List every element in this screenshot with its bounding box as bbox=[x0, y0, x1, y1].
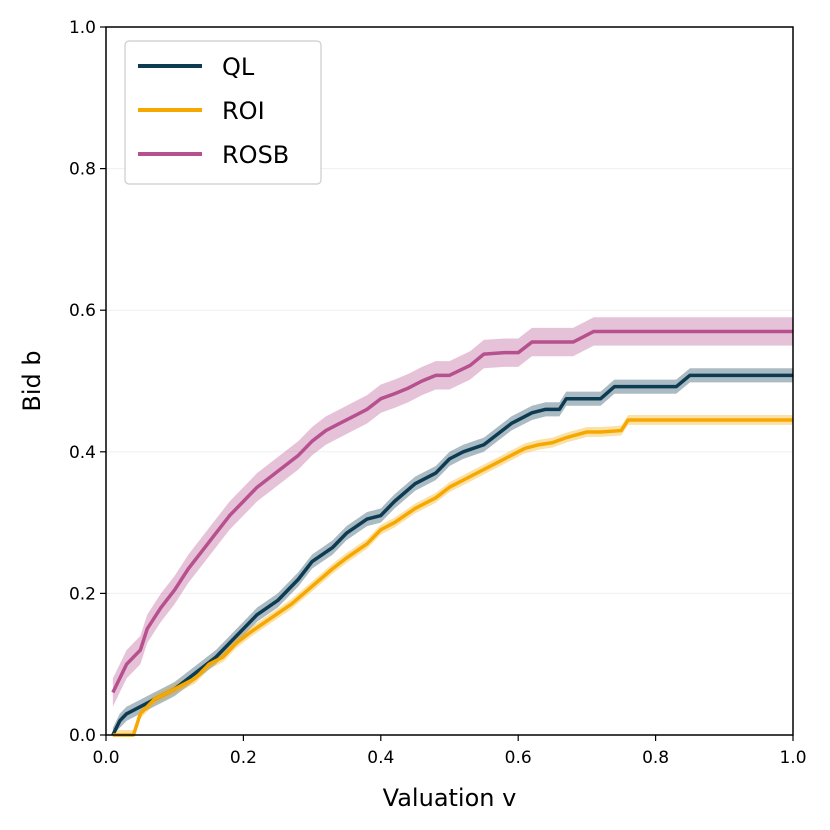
y-tick-label: 0.8 bbox=[69, 160, 96, 180]
x-tick-label: 0.0 bbox=[92, 748, 119, 768]
legend-label-rosb: ROSB bbox=[222, 141, 289, 169]
x-axis-ticks: 0.0 0.2 0.4 0.6 0.8 1.0 bbox=[92, 735, 807, 768]
x-tick-label: 0.4 bbox=[367, 748, 394, 768]
legend-frame bbox=[124, 40, 322, 185]
y-tick-label: 0.2 bbox=[69, 584, 96, 604]
y-tick-label: 1.0 bbox=[69, 18, 96, 38]
series-line-ql bbox=[111, 373, 793, 736]
series-lines bbox=[111, 329, 793, 737]
legend-label-ql: QL bbox=[222, 53, 255, 81]
y-tick-label: 0.4 bbox=[69, 443, 96, 463]
legend: QL ROI ROSB bbox=[124, 40, 322, 185]
legend-label-roi: ROI bbox=[222, 97, 265, 125]
plot-area-frame bbox=[105, 26, 794, 736]
y-tick-label: 0.6 bbox=[69, 301, 96, 321]
series-line-rosb bbox=[111, 329, 793, 694]
x-tick-label: 0.6 bbox=[505, 748, 532, 768]
x-tick-label: 0.8 bbox=[642, 748, 669, 768]
x-tick-label: 0.2 bbox=[230, 748, 257, 768]
x-axis-title: Valuation v bbox=[383, 784, 517, 812]
x-tick-label: 1.0 bbox=[779, 748, 806, 768]
series-line-roi bbox=[112, 418, 793, 737]
y-axis-title: Bid b bbox=[18, 350, 46, 411]
y-axis-ticks: 0.0 0.2 0.4 0.6 0.8 1.0 bbox=[69, 18, 106, 746]
confidence-bands bbox=[112, 317, 794, 735]
y-tick-label: 0.0 bbox=[69, 726, 96, 746]
